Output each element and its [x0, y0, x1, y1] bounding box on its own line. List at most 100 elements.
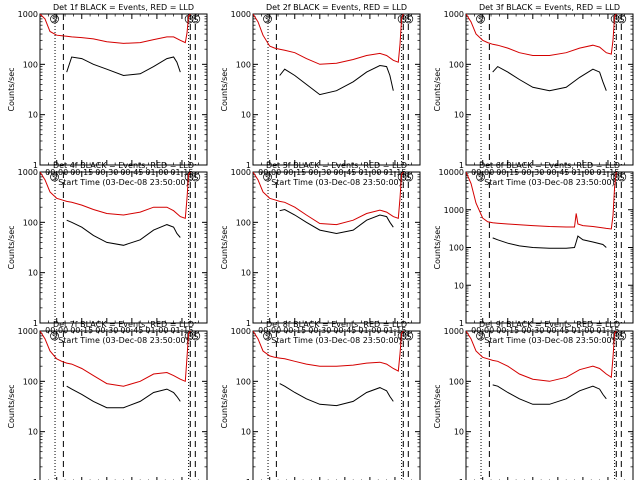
series-line-lld	[40, 331, 191, 387]
marker-circle	[50, 331, 59, 341]
y-tick-label: 1	[33, 319, 38, 328]
panel-title: Det 6f BLACK = Events, RED = LLD	[479, 161, 620, 170]
time-marker-label: E	[187, 173, 192, 182]
y-tick-label: 1	[246, 319, 251, 328]
y-tick-label: 100	[236, 218, 251, 227]
series-line-lld	[253, 172, 404, 226]
marker-circle	[476, 331, 485, 341]
time-marker-label: E	[613, 332, 618, 341]
time-marker-label: E	[613, 173, 618, 182]
time-marker-label: S	[265, 173, 270, 182]
marker-circle	[476, 172, 485, 182]
time-marker-label: S	[52, 332, 57, 341]
y-tick-label: 100	[23, 218, 38, 227]
time-marker-label: S	[193, 173, 198, 182]
time-marker-label: E	[400, 173, 405, 182]
chart-panel-8: Det 8f BLACK = Events, RED = LLD 1 10 100 10…	[220, 320, 421, 480]
x-axis-label: Start Time (03-Dec-08 23:50:00)	[484, 336, 615, 345]
chart-panel-7: Det 7f BLACK = Events, RED = LLD 1 10 100 10…	[7, 320, 208, 480]
y-tick-label: 10	[241, 111, 251, 120]
x-axis-label: Start Time (03-Dec-08 23:50:00)	[58, 336, 189, 345]
axis-frame	[465, 330, 634, 480]
y-tick-label: 10	[241, 269, 251, 278]
marker-circle	[404, 172, 414, 182]
series-line-lld	[253, 331, 404, 372]
marker-circle	[476, 14, 485, 24]
marker-circle	[397, 14, 407, 24]
series-line-events	[66, 385, 181, 409]
y-tick-label: 100	[236, 60, 251, 69]
y-tick-label: 1000	[231, 10, 251, 19]
axis-frame	[465, 171, 634, 324]
y-tick-label: 10	[28, 428, 38, 437]
series-line-events	[492, 235, 607, 249]
y-tick-label: 10	[454, 281, 464, 290]
series-line-events	[279, 208, 394, 235]
y-tick-label: 100	[449, 377, 464, 386]
time-marker-label: S	[52, 15, 57, 24]
chart-panel-2: Det 2f BLACK = Events, RED = LLD 1 10 100 10…	[220, 3, 421, 187]
y-axis-label: Counts/sec	[433, 384, 442, 428]
y-axis-label: Counts/sec	[7, 225, 16, 269]
marker-circle	[191, 14, 201, 24]
panel-title: Det 2f BLACK = Events, RED = LLD	[266, 3, 407, 12]
series-line-lld	[466, 331, 617, 382]
time-marker-label: S	[406, 332, 411, 341]
marker-circle	[50, 14, 59, 24]
time-marker-label: S	[406, 15, 411, 24]
series-line-events	[492, 65, 607, 92]
y-axis-label: Counts/sec	[433, 67, 442, 111]
series-line-lld	[40, 14, 191, 44]
time-marker-label: S	[619, 15, 624, 24]
chart-panel-9: Det 9f BLACK = Events, RED = LLD 1 10 100 10…	[433, 320, 634, 480]
y-tick-label: 10	[28, 269, 38, 278]
series-line-events	[492, 384, 607, 405]
time-marker-label: S	[406, 173, 411, 182]
time-marker-label: S	[193, 15, 198, 24]
panel-title: Det 5f BLACK = Events, RED = LLD	[266, 161, 407, 170]
series-line-lld	[253, 14, 404, 65]
time-marker-label: S	[478, 173, 483, 182]
chart-panel-3: Det 3f BLACK = Events, RED = LLD 1 10 100 10…	[433, 3, 634, 187]
panel-title: Det 1f BLACK = Events, RED = LLD	[53, 3, 194, 12]
y-tick-label: 1000	[444, 327, 464, 336]
chart-panel-4: Det 4f BLACK = Events, RED = LLD 1 10 100 10…	[7, 161, 208, 345]
x-axis-label: Start Time (03-Dec-08 23:50:00)	[271, 178, 402, 187]
series-line-events	[66, 56, 181, 77]
y-tick-label: 1	[459, 161, 464, 170]
series-line-lld	[466, 14, 617, 56]
y-tick-label: 1	[246, 161, 251, 170]
y-axis-label: Counts/sec	[7, 384, 16, 428]
y-tick-label: 1	[33, 161, 38, 170]
series-line-lld	[466, 172, 617, 230]
axis-frame	[39, 171, 208, 324]
y-tick-label: 100	[449, 244, 464, 253]
x-axis-label: Start Time (03-Dec-08 23:50:00)	[271, 336, 402, 345]
axis-frame	[465, 13, 634, 166]
time-marker-label: E	[400, 332, 405, 341]
x-axis-label: Start Time (03-Dec-08 23:50:00)	[58, 178, 189, 187]
y-tick-label: 1000	[18, 327, 38, 336]
series-line-events	[279, 383, 394, 407]
y-tick-label: 1000	[444, 206, 464, 215]
chart-panel-5: Det 5f BLACK = Events, RED = LLD 1 10 100 10…	[220, 161, 421, 345]
time-marker-label: E	[400, 15, 405, 24]
marker-circle	[617, 331, 627, 341]
y-tick-label: 10	[454, 111, 464, 120]
y-tick-label: 1	[246, 478, 251, 480]
time-marker-label: S	[52, 173, 57, 182]
marker-circle	[617, 172, 627, 182]
time-marker-label: S	[265, 332, 270, 341]
panel-title: Det 8f BLACK = Events, RED = LLD	[266, 320, 407, 329]
panel-title: Det 3f BLACK = Events, RED = LLD	[479, 3, 620, 12]
axis-frame	[252, 13, 421, 166]
y-tick-label: 1000	[231, 168, 251, 177]
chart-panel-1: Det 1f BLACK = Events, RED = LLD 1 10 100 10…	[7, 3, 208, 187]
y-tick-label: 100	[236, 377, 251, 386]
time-marker-label: S	[265, 15, 270, 24]
marker-circle	[263, 172, 272, 182]
series-line-events	[279, 64, 394, 96]
axis-frame	[39, 330, 208, 480]
marker-circle	[404, 331, 414, 341]
chart-panel-6: Det 6f BLACK = Events, RED = LLD 1 10 100 10…	[433, 161, 634, 345]
